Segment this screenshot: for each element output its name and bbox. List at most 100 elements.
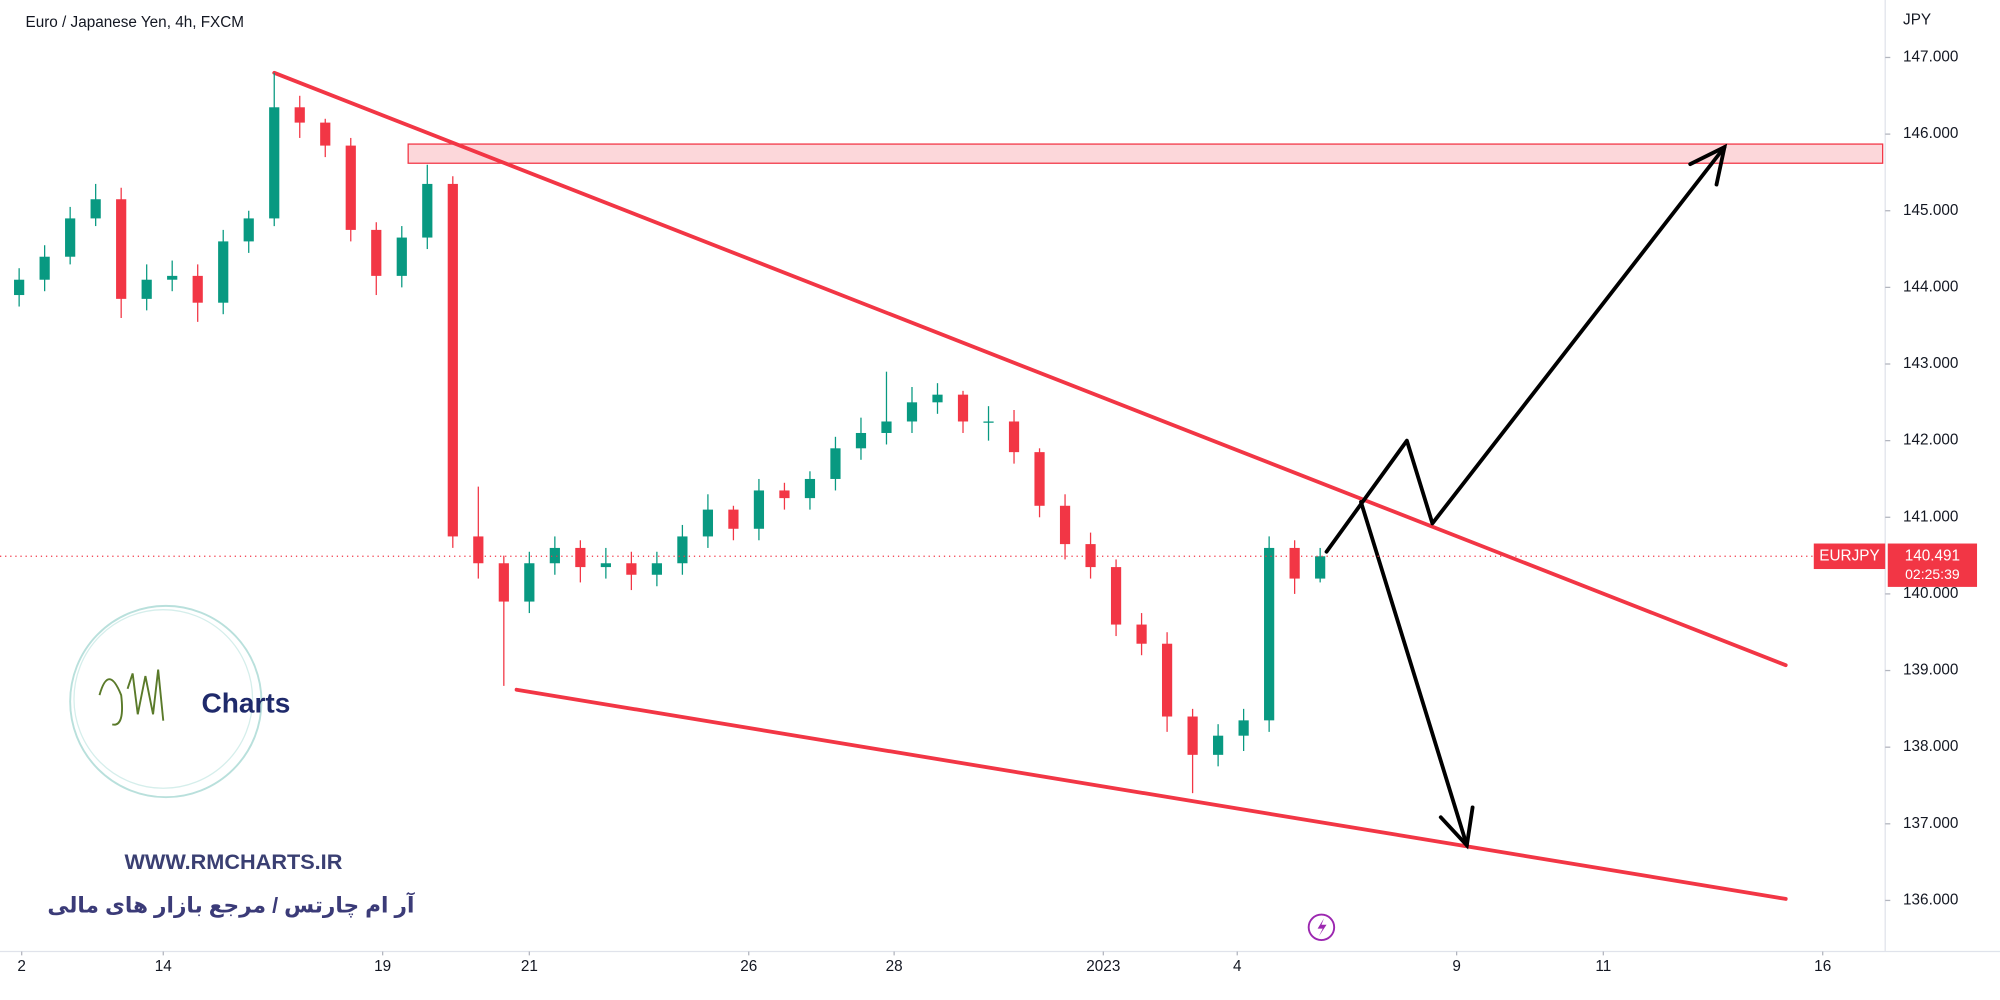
logo-ring xyxy=(73,609,254,789)
alert-bolt xyxy=(1317,918,1327,937)
candle-body xyxy=(881,421,892,433)
candle-body xyxy=(626,563,637,575)
candle-body xyxy=(1264,547,1275,721)
logo-script xyxy=(98,669,165,726)
arrow-head xyxy=(1438,805,1475,850)
x-tick-label: 21 xyxy=(521,958,538,975)
candle-body xyxy=(1161,643,1173,717)
y-axis-label: JPY xyxy=(1903,11,1931,28)
arrow xyxy=(1324,145,1727,554)
candle-body xyxy=(575,547,586,568)
candle-body xyxy=(779,490,790,499)
alert-icon xyxy=(1307,913,1336,942)
candle-body xyxy=(651,563,662,575)
x-tick-label: 28 xyxy=(886,958,903,975)
y-tick-label: 136.000 xyxy=(1903,891,1958,908)
candle-body xyxy=(804,478,816,499)
candle-body xyxy=(294,107,305,123)
candle-body xyxy=(1187,716,1198,755)
y-tick-label: 137.000 xyxy=(1903,815,1958,832)
price-badge xyxy=(1887,543,1978,587)
candle-body xyxy=(1059,505,1071,545)
x-tick-label: 2 xyxy=(17,958,26,975)
y-tick-label: 146.000 xyxy=(1903,125,1958,142)
candle-body xyxy=(218,241,229,303)
candle-body xyxy=(192,275,203,303)
y-tick-label: 145.000 xyxy=(1903,202,1958,219)
candle-body xyxy=(396,237,407,276)
y-tick-label: 142.000 xyxy=(1903,432,1958,449)
candle-body xyxy=(473,536,484,564)
logo: Charts xyxy=(69,604,291,799)
candle-body xyxy=(957,394,969,422)
candle-body xyxy=(1008,421,1020,453)
y-tick-label: 139.000 xyxy=(1903,662,1958,679)
candle-body xyxy=(14,279,25,296)
candle-body xyxy=(932,394,943,403)
symbol-badge xyxy=(1813,543,1886,570)
candle-body xyxy=(983,421,994,423)
alert-circle xyxy=(1307,913,1336,942)
x-tick-label: 19 xyxy=(374,958,391,975)
candle-body xyxy=(728,509,739,529)
y-tick-label: 144.000 xyxy=(1903,278,1958,295)
trendline xyxy=(514,687,1788,901)
candles xyxy=(14,72,1326,794)
arrow xyxy=(1359,500,1469,848)
x-tick-label: 14 xyxy=(155,958,173,975)
y-tick-label: 143.000 xyxy=(1903,355,1958,372)
candle-body xyxy=(269,107,280,219)
candle-body xyxy=(855,432,867,449)
candle-body xyxy=(320,122,331,146)
candle-body xyxy=(1136,624,1147,644)
candle-body xyxy=(1110,567,1122,625)
candle-body xyxy=(447,183,458,537)
candle-body xyxy=(830,448,841,479)
watermark-tagline: آر ام چارتس / مرجع بازار های مالی xyxy=(47,892,415,919)
candle-body xyxy=(167,275,178,280)
candle-body xyxy=(600,563,611,568)
candle-body xyxy=(1238,720,1249,736)
candle-body xyxy=(906,402,918,422)
candle-body xyxy=(549,547,560,564)
candle-body xyxy=(702,509,714,537)
candle-body xyxy=(677,536,688,564)
candle-body xyxy=(243,218,254,242)
candle-body xyxy=(422,183,433,238)
candle-body xyxy=(524,563,535,602)
x-tick-label: 9 xyxy=(1452,958,1461,975)
y-tick-label: 140.000 xyxy=(1903,585,1958,602)
candle-body xyxy=(371,229,382,276)
candle-body xyxy=(1315,556,1326,579)
candle-body xyxy=(345,145,356,230)
logo-brand: Charts xyxy=(202,688,291,719)
countdown-label: 02:25:39 xyxy=(1905,566,1960,582)
candle-body xyxy=(116,199,127,299)
x-tick-label: 2023 xyxy=(1086,958,1120,975)
candle-body xyxy=(141,279,152,299)
last-price-label: 140.491 xyxy=(1905,547,1960,564)
candle-body xyxy=(1289,547,1300,579)
logo-ring xyxy=(69,604,263,799)
x-tick-label: 16 xyxy=(1814,958,1831,975)
candle-body xyxy=(1213,735,1224,755)
x-tick-label: 26 xyxy=(740,958,757,975)
candle-body xyxy=(39,256,50,280)
candle-body xyxy=(1034,452,1045,506)
resistance-zone xyxy=(407,143,1884,164)
chart-title: Euro / Japanese Yen, 4h, FXCM xyxy=(26,14,245,31)
candle-body xyxy=(1085,544,1096,568)
candle-body xyxy=(753,490,765,529)
y-tick-label: 141.000 xyxy=(1903,508,1958,525)
candle-body xyxy=(90,199,101,219)
x-tick-label: 4 xyxy=(1233,958,1242,975)
arrow-head xyxy=(1688,143,1728,187)
y-tick-label: 147.000 xyxy=(1903,49,1958,66)
trendline xyxy=(272,70,1788,668)
y-tick-label: 138.000 xyxy=(1903,738,1958,755)
candle-body xyxy=(498,563,509,602)
watermark-url: WWW.RMCHARTS.IR xyxy=(124,849,342,874)
